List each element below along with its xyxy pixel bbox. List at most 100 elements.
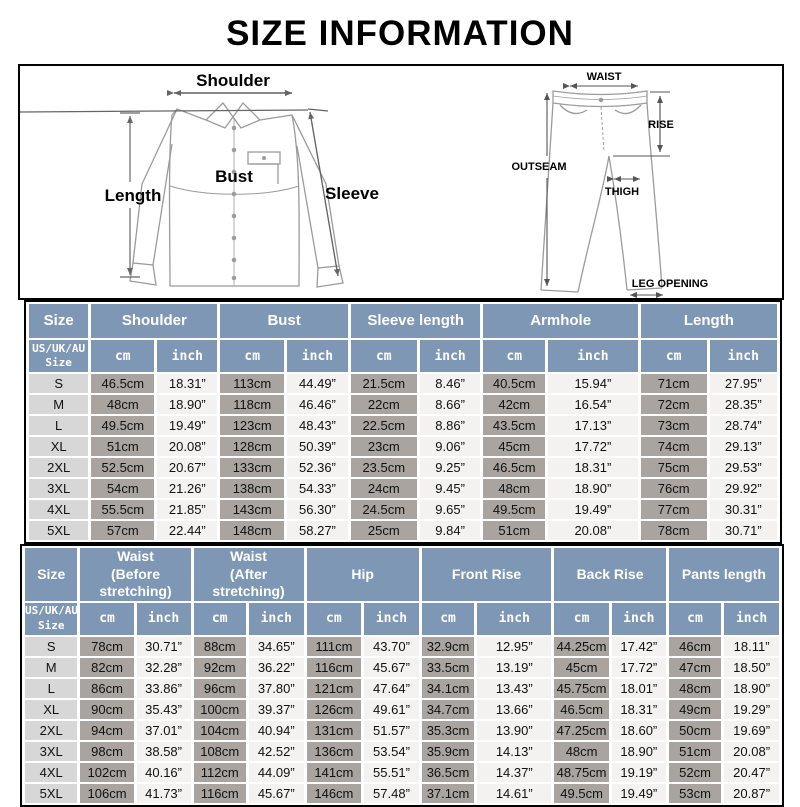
measurement-cell: 33.86” <box>136 678 191 698</box>
measurement-cell: 47.25cm <box>554 720 609 740</box>
measurement-cell: 52.36” <box>287 458 348 477</box>
size-cell: 5XL <box>29 521 89 540</box>
table-row: L 86cm 33.86” 96cm 37.80” 121cm 47.64” 34.1cm 13… <box>25 678 779 698</box>
measurement-cell: 49.61” <box>364 699 419 719</box>
measurement-cell: 44.25cm <box>554 636 609 656</box>
column-group-armhole: Armhole <box>483 304 638 338</box>
measurement-cell: 17.42” <box>611 636 666 656</box>
measurement-cell: 49.5cm <box>91 416 155 435</box>
measurement-cell: 58.27” <box>287 521 348 540</box>
measurement-cell: 55.5cm <box>91 500 155 519</box>
measurement-cell: 34.7cm <box>421 699 475 719</box>
measurement-cell: 113cm <box>220 374 285 393</box>
shirt-shoulder-label: Shoulder <box>196 71 270 90</box>
measurement-cell: 16.54” <box>548 395 638 414</box>
column-group-pants-length: Pants length <box>668 548 779 601</box>
unit-header-inch: inch <box>724 602 779 635</box>
column-group-shoulder: Shoulder <box>91 304 218 338</box>
measurement-cell: 28.35” <box>709 395 777 414</box>
measurement-cell: 30.31” <box>709 500 777 519</box>
measurement-cell: 42.52” <box>248 741 304 761</box>
measurement-cell: 18.31” <box>157 374 218 393</box>
measurement-cell: 22.5cm <box>350 416 417 435</box>
measurement-cell: 18.50” <box>724 657 779 677</box>
measurement-cell: 43.5cm <box>483 416 545 435</box>
measurement-cell: 121cm <box>306 678 362 698</box>
shirt-drawing <box>129 101 344 288</box>
unit-header-inch: inch <box>477 602 552 635</box>
measurement-cell: 18.31” <box>548 458 638 477</box>
measurement-cell: 48cm <box>483 479 545 498</box>
table-row: 3XL 98cm 38.58” 108cm 42.52” 136cm 53.54” 35.9c… <box>25 741 779 761</box>
measurement-cell: 75cm <box>640 458 707 477</box>
unit-header-cm: cm <box>306 602 362 635</box>
measurement-cell: 27.95” <box>709 374 777 393</box>
measurement-cell: 23cm <box>350 437 417 456</box>
unit-header-inch: inch <box>248 602 304 635</box>
column-group-sleeve-length: Sleeve length <box>350 304 481 338</box>
measurement-cell: 41.73” <box>136 783 191 803</box>
unit-header-inch: inch <box>611 602 666 635</box>
shirt-sleeve-label: Sleeve <box>325 184 379 203</box>
measurement-cell: 14.37” <box>477 762 552 782</box>
measurement-cell: 78cm <box>80 636 134 656</box>
measurement-cell: 49cm <box>668 699 722 719</box>
measurement-cell: 40.16” <box>136 762 191 782</box>
measurement-cell: 46.5cm <box>554 699 609 719</box>
column-group-length: Length <box>640 304 777 338</box>
measurement-cell: 21.5cm <box>350 374 417 393</box>
measurement-cell: 118cm <box>220 395 285 414</box>
measurement-cell: 96cm <box>193 678 246 698</box>
measurement-cell: 86cm <box>80 678 134 698</box>
measurement-cell: 14.61” <box>477 783 552 803</box>
measurement-cell: 40.5cm <box>483 374 545 393</box>
measurement-cell: 18.31” <box>611 699 666 719</box>
page-title: SIZE INFORMATION <box>226 14 574 53</box>
column-group-hip: Hip <box>306 548 419 601</box>
table-row: XL 90cm 35.43” 100cm 39.37” 126cm 49.61” 34.7cm… <box>25 699 779 719</box>
unit-header-cm: cm <box>421 602 475 635</box>
measurement-cell: 47cm <box>668 657 722 677</box>
measurement-cell: 53cm <box>668 783 722 803</box>
column-group-back-rise: Back Rise <box>554 548 666 601</box>
measurement-cell: 136cm <box>306 741 362 761</box>
measurement-cell: 32.9cm <box>421 636 475 656</box>
measurement-cell: 37.1cm <box>421 783 475 803</box>
unit-header-inch: inch <box>364 602 419 635</box>
measurement-cell: 17.72” <box>548 437 638 456</box>
size-cell: 4XL <box>25 762 78 782</box>
measurement-cell: 9.06” <box>419 437 481 456</box>
measurement-cell: 20.87” <box>724 783 779 803</box>
measurement-cell: 17.72” <box>611 657 666 677</box>
measurement-cell: 74cm <box>640 437 707 456</box>
measurement-cell: 54.33” <box>287 479 348 498</box>
measurement-cell: 19.19” <box>611 762 666 782</box>
unit-header-inch: inch <box>157 340 218 372</box>
table-row: 4XL 102cm 40.16” 112cm 44.09” 141cm 55.51” 36.5… <box>25 762 779 782</box>
unit-header-cm: cm <box>350 340 417 372</box>
table-row: S 78cm 30.71” 88cm 34.65” 111cm 43.70” 32.9cm 12… <box>25 636 779 656</box>
measurement-cell: 18.90” <box>724 678 779 698</box>
measurement-cell: 46.46” <box>287 395 348 414</box>
column-group-waist-after-stretching: Waist (After stretching) <box>193 548 304 601</box>
measurement-cell: 92cm <box>193 657 246 677</box>
unit-header-inch: inch <box>136 602 191 635</box>
measurement-cell: 48cm <box>554 741 609 761</box>
measurement-cell: 33.5cm <box>421 657 475 677</box>
measurement-cell: 32.28” <box>136 657 191 677</box>
measurement-cell: 51.57” <box>364 720 419 740</box>
measurement-cell: 29.92” <box>709 479 777 498</box>
measurement-cell: 20.08” <box>548 521 638 540</box>
measurement-cell: 22.44” <box>157 521 218 540</box>
measurement-cell: 55.51” <box>364 762 419 782</box>
size-subheader: US/UK/AU Size <box>25 602 78 635</box>
size-cell: 5XL <box>25 783 78 803</box>
pants-diagram: WAIST RISE OUTSEAM THIGH LEG OPENING <box>512 71 708 298</box>
table-row: 2XL 52.5cm 20.67” 133cm 52.36” 23.5cm 9.25” 46.… <box>29 458 777 477</box>
shirt-dimension-arrows <box>20 90 340 278</box>
unit-header-cm: cm <box>668 602 722 635</box>
measurement-cell: 9.65” <box>419 500 481 519</box>
size-cell: XL <box>29 437 89 456</box>
unit-header-cm: cm <box>220 340 285 372</box>
table-row: 5XL 106cm 41.73” 116cm 45.67” 146cm 57.48” 37.1… <box>25 783 779 803</box>
